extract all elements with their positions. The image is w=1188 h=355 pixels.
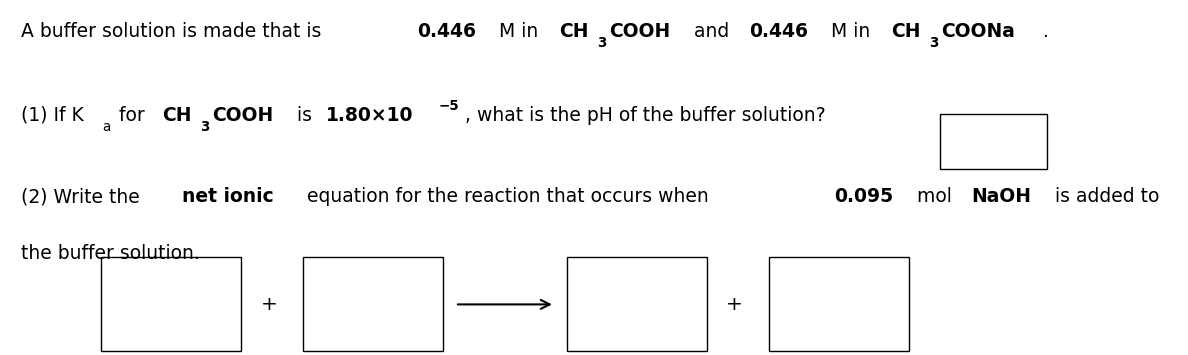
Text: .: . <box>1037 22 1049 41</box>
Bar <box>940 114 1047 169</box>
Text: 0.446: 0.446 <box>417 22 475 41</box>
Text: for: for <box>113 106 151 125</box>
Bar <box>567 257 707 351</box>
Text: , what is the pH of the buffer solution?: , what is the pH of the buffer solution? <box>466 106 826 125</box>
Text: CH: CH <box>560 22 588 41</box>
Text: 3: 3 <box>598 36 606 50</box>
Text: is: is <box>291 106 318 125</box>
Text: CH: CH <box>891 22 921 41</box>
Text: COOH: COOH <box>609 22 670 41</box>
Bar <box>303 257 443 351</box>
Text: is added to: is added to <box>1049 187 1165 206</box>
Text: 3: 3 <box>200 120 209 133</box>
Text: M in: M in <box>826 22 877 41</box>
Text: COOH: COOH <box>211 106 273 125</box>
Text: 3: 3 <box>929 36 939 50</box>
Text: −5: −5 <box>438 99 460 113</box>
Text: net ionic: net ionic <box>182 187 274 206</box>
Text: M in: M in <box>493 22 544 41</box>
Text: (2) Write the: (2) Write the <box>21 187 146 206</box>
Text: 0.095: 0.095 <box>835 187 893 206</box>
Text: A buffer solution is made that is: A buffer solution is made that is <box>21 22 328 41</box>
Text: and: and <box>688 22 735 41</box>
Text: 0.446: 0.446 <box>750 22 808 41</box>
Bar <box>769 257 909 351</box>
Text: NaOH: NaOH <box>972 187 1031 206</box>
Text: COONa: COONa <box>942 22 1016 41</box>
Text: the buffer solution.: the buffer solution. <box>21 244 200 263</box>
Text: CH: CH <box>162 106 191 125</box>
Text: equation for the reaction that occurs when: equation for the reaction that occurs wh… <box>301 187 714 206</box>
Text: a: a <box>102 120 110 133</box>
Text: 1.80×10: 1.80×10 <box>326 106 413 125</box>
Text: (1) If K: (1) If K <box>21 106 84 125</box>
Text: +: + <box>260 295 278 314</box>
Text: +: + <box>726 295 744 314</box>
Text: mol: mol <box>911 187 958 206</box>
Bar <box>101 257 241 351</box>
